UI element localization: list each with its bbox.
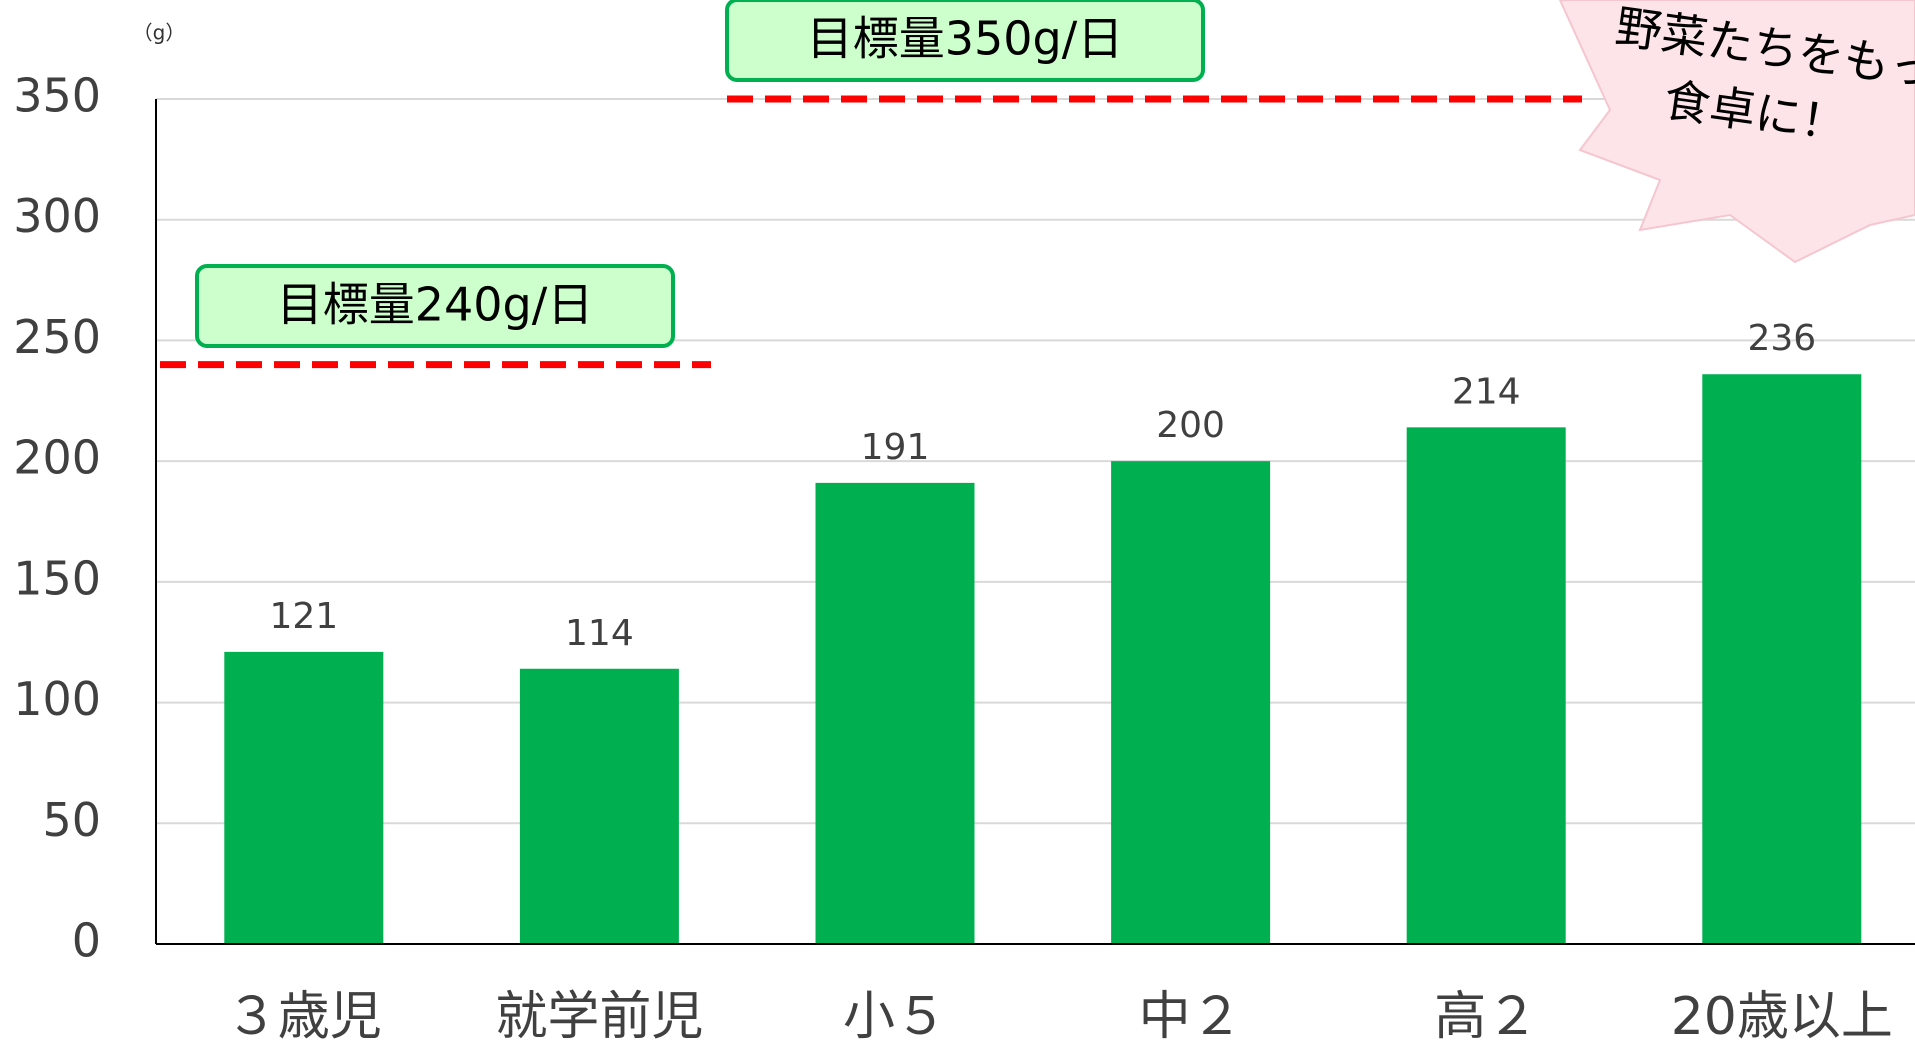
target-label: 目標量240g/日: [277, 278, 594, 332]
x-tick-label: 就学前児: [495, 987, 703, 1047]
bar: [520, 669, 679, 944]
x-tick-label: 20歳以上: [1671, 987, 1893, 1047]
value-label: 191: [861, 427, 930, 468]
value-label: 214: [1452, 371, 1521, 412]
y-tick-label: 300: [13, 189, 101, 243]
y-tick-label: 50: [42, 793, 101, 847]
bar: [1702, 374, 1861, 944]
bar: [224, 652, 383, 944]
chart: （g） 0 50 100 150 200 250 300 350 121 ３歳児 114 就学前児 19…: [0, 0, 1915, 1047]
value-label: 114: [565, 613, 634, 654]
y-tick-label: 100: [13, 672, 101, 726]
y-tick-label: 200: [13, 431, 101, 485]
unit-label: （g）: [133, 21, 186, 45]
y-tick-label: 350: [13, 69, 101, 123]
value-label: 236: [1747, 318, 1816, 359]
x-tick-label: ３歳児: [226, 987, 382, 1047]
y-tick-label: 250: [13, 310, 101, 364]
value-label: 121: [269, 596, 338, 637]
target-label: 目標量350g/日: [807, 12, 1124, 66]
y-tick-label: 0: [72, 914, 101, 968]
x-tick-label: 中２: [1139, 987, 1243, 1047]
x-tick-label: 高２: [1434, 987, 1538, 1047]
y-tick-label: 150: [13, 551, 101, 605]
x-tick-label: 小５: [843, 987, 947, 1047]
bar: [816, 483, 975, 944]
bar: [1407, 427, 1566, 944]
value-label: 200: [1156, 405, 1225, 446]
bar: [1111, 461, 1270, 944]
page: （g） 0 50 100 150 200 250 300 350 121 ３歳児 114 就学前児 19…: [0, 0, 1915, 1047]
